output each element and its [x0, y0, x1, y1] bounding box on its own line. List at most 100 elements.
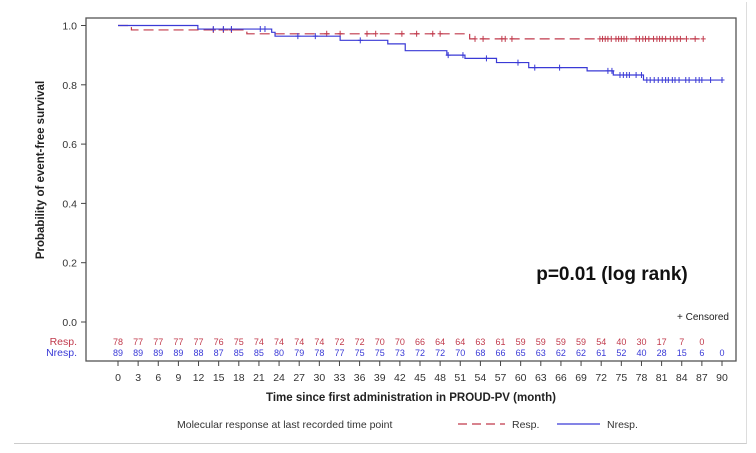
x-tick-label: 84 — [676, 372, 688, 384]
at-risk-count: 70 — [455, 348, 465, 358]
x-tick-label: 54 — [475, 372, 487, 384]
y-tick-label: 0.6 — [62, 139, 77, 151]
at-risk-count: 7 — [679, 337, 684, 347]
censor-mark — [430, 30, 436, 37]
at-risk-count: 63 — [475, 337, 485, 347]
at-risk-count: 15 — [677, 348, 687, 358]
at-risk-count: 40 — [616, 337, 626, 347]
at-risk-count: 62 — [576, 348, 586, 358]
censor-mark — [638, 72, 644, 79]
at-risk-count: 89 — [133, 348, 143, 358]
x-tick-label: 6 — [155, 372, 161, 384]
at-risk-count: 61 — [596, 348, 606, 358]
at-risk-count: 85 — [234, 348, 244, 358]
censor-mark — [262, 26, 268, 33]
at-risk-count: 17 — [657, 337, 667, 347]
at-risk-count: 70 — [395, 337, 405, 347]
at-risk-count: 74 — [294, 337, 304, 347]
legend: Molecular response at last recorded time… — [177, 419, 638, 431]
y-tick-label: 1.0 — [62, 21, 77, 33]
censor-mark — [692, 35, 698, 42]
x-tick-label: 27 — [293, 372, 305, 384]
legend-label-resp: Resp. — [512, 419, 539, 431]
at-risk-count: 64 — [435, 337, 445, 347]
x-tick-label: 30 — [313, 372, 325, 384]
censor-mark — [312, 33, 318, 40]
censor-mark — [624, 35, 630, 42]
censored-note: + Censored — [677, 312, 729, 323]
censor-mark — [364, 30, 370, 37]
censor-mark — [609, 67, 615, 74]
at-risk-count: 63 — [536, 348, 546, 358]
x-tick-label: 66 — [555, 372, 567, 384]
censor-mark — [502, 35, 508, 42]
at-risk-count: 59 — [556, 337, 566, 347]
at-risk-count: 72 — [415, 348, 425, 358]
x-tick-label: 0 — [115, 372, 121, 384]
at-risk-count: 54 — [596, 337, 606, 347]
x-tick-label: 12 — [193, 372, 205, 384]
x-tick-label: 24 — [273, 372, 285, 384]
at-risk-count: 65 — [516, 348, 526, 358]
at-risk-count: 89 — [153, 348, 163, 358]
x-tick-label: 72 — [595, 372, 607, 384]
at-risk-count: 75 — [234, 337, 244, 347]
censor-mark — [719, 77, 725, 84]
plot-area — [85, 17, 737, 362]
at-risk-count: 52 — [616, 348, 626, 358]
x-tick-label: 9 — [175, 372, 181, 384]
censor-mark — [532, 64, 538, 71]
censor-mark — [437, 30, 443, 37]
at-risk-count: 64 — [455, 337, 465, 347]
legend-label-nresp: Nresp. — [607, 419, 638, 431]
censor-mark — [708, 77, 714, 84]
x-tick-label: 36 — [354, 372, 366, 384]
y-tick-label: 0.8 — [62, 80, 77, 92]
censor-mark — [686, 77, 692, 84]
risk-row-label: Resp. — [50, 336, 77, 348]
at-risk-count: 77 — [133, 337, 143, 347]
y-axis-title: Probability of event-free survival — [35, 81, 47, 259]
legend-title: Molecular response at last recorded time… — [177, 419, 392, 431]
at-risk-count: 59 — [516, 337, 526, 347]
at-risk-count: 59 — [536, 337, 546, 347]
censor-mark — [373, 30, 379, 37]
at-risk-count: 61 — [496, 337, 506, 347]
censor-mark — [626, 72, 632, 79]
at-risk-count: 68 — [475, 348, 485, 358]
at-risk-count: 59 — [576, 337, 586, 347]
censor-mark — [480, 35, 486, 42]
y-tick-label: 0.4 — [62, 198, 77, 210]
censor-mark — [399, 30, 405, 37]
x-tick-label: 15 — [213, 372, 225, 384]
p-value-annotation: p=0.01 (log rank) — [536, 264, 688, 285]
at-risk-count: 0 — [699, 337, 704, 347]
censor-mark — [228, 26, 234, 33]
at-risk-count: 70 — [375, 337, 385, 347]
at-risk-count: 40 — [636, 348, 646, 358]
at-risk-count: 74 — [274, 337, 284, 347]
x-axis-title: Time since first administration in PROUD… — [266, 392, 556, 404]
at-risk-count: 77 — [334, 348, 344, 358]
censor-mark — [683, 35, 689, 42]
censor-mark — [472, 35, 478, 42]
x-tick-label: 3 — [135, 372, 141, 384]
at-risk-count: 76 — [214, 337, 224, 347]
x-tick-label: 48 — [434, 372, 446, 384]
curves — [118, 24, 725, 84]
curve-resp — [118, 24, 704, 40]
x-tick-label: 57 — [495, 372, 507, 384]
at-risk-count: 77 — [194, 337, 204, 347]
x-tick-label: 63 — [535, 372, 547, 384]
at-risk-count: 30 — [636, 337, 646, 347]
at-risk-count: 72 — [435, 348, 445, 358]
at-risk-count: 66 — [415, 337, 425, 347]
censor-mark — [460, 52, 466, 59]
censor-mark — [295, 33, 301, 40]
at-risk-count: 28 — [657, 348, 667, 358]
censor-mark — [257, 26, 263, 33]
at-risk-count: 74 — [254, 337, 264, 347]
at-risk-count: 85 — [254, 348, 264, 358]
at-risk-count: 77 — [173, 337, 183, 347]
